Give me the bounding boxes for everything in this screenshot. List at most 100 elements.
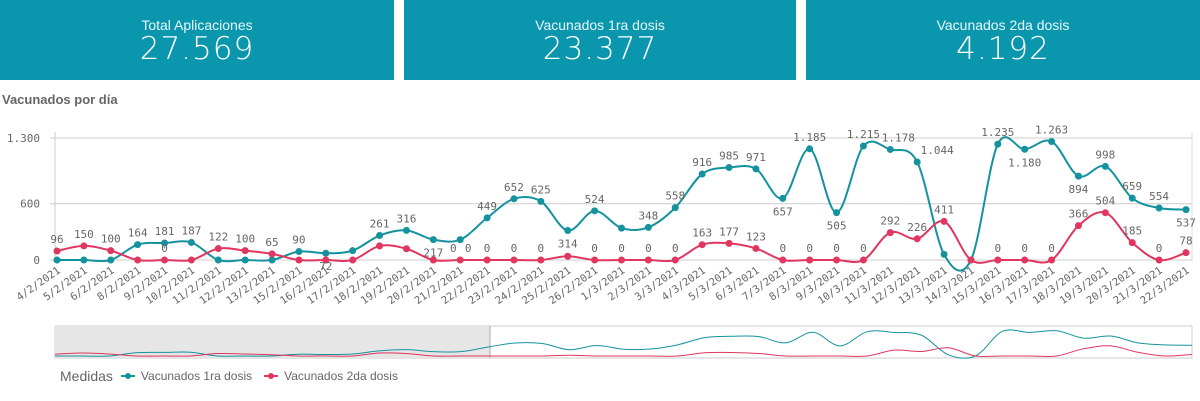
data-point (53, 256, 61, 264)
data-point (456, 256, 464, 264)
data-point (510, 195, 518, 203)
data-point (80, 256, 88, 264)
data-point (886, 145, 894, 153)
data-label: 96 (50, 233, 63, 246)
data-point (591, 256, 599, 264)
kpi-vacunados-2da: Vacunados 2da dosis 4.192 (806, 0, 1200, 80)
data-point (241, 247, 249, 255)
data-label: 0 (450, 242, 457, 255)
data-point (80, 242, 88, 250)
data-point (859, 256, 867, 264)
data-point (564, 252, 572, 260)
data-label: 411 (934, 203, 954, 216)
data-label: 894 (1069, 183, 1089, 196)
data-label: 181 (155, 225, 175, 238)
data-label: 314 (558, 238, 578, 251)
y-tick-label: 600 (20, 198, 40, 211)
data-point (618, 224, 625, 232)
data-point (322, 256, 330, 264)
data-point (725, 239, 733, 247)
data-point (779, 194, 787, 202)
data-label: 0 (1021, 242, 1028, 255)
data-point (483, 256, 491, 264)
series1-marker-icon (120, 372, 135, 380)
navigator-line-1 (55, 329, 1193, 359)
data-point (725, 164, 733, 172)
data-label: 0 (833, 242, 840, 255)
data-point (241, 256, 249, 264)
data-point (806, 145, 814, 153)
data-label: 1.215 (847, 128, 880, 141)
data-point (456, 236, 464, 244)
data-point (752, 244, 760, 252)
data-point (913, 158, 921, 166)
data-label: 659 (1122, 180, 1142, 193)
data-point (402, 245, 410, 253)
data-label: 0 (1048, 242, 1055, 255)
data-label: 1.185 (793, 131, 826, 144)
data-point (644, 256, 652, 264)
data-label: 0 (645, 242, 652, 255)
data-label: 998 (1095, 148, 1115, 161)
data-label: 0 (672, 242, 679, 255)
data-point (187, 238, 195, 246)
kpi-value: 27.569 (139, 31, 255, 67)
data-label: 0 (618, 242, 625, 255)
data-label: 226 (907, 221, 927, 234)
data-point (214, 245, 222, 253)
data-point (429, 236, 437, 244)
data-point (1074, 222, 1082, 230)
data-label: 0 (806, 242, 813, 255)
data-point (698, 170, 706, 178)
data-label: 217 (423, 247, 443, 260)
data-point (295, 256, 303, 264)
data-label: 90 (292, 234, 305, 247)
data-label: 504 (1095, 195, 1115, 208)
data-point (429, 256, 437, 264)
data-point (886, 229, 894, 237)
data-point (994, 140, 1002, 148)
data-label: 261 (370, 218, 390, 231)
data-point (1182, 206, 1190, 214)
data-point (833, 209, 841, 217)
kpi-vacunados-1ra: Vacunados 1ra dosis 23.377 (404, 0, 796, 80)
data-point (483, 214, 491, 222)
data-label: 150 (74, 228, 94, 241)
data-point (107, 256, 115, 264)
data-point (376, 242, 384, 250)
data-label: 0 (538, 242, 545, 255)
data-point (698, 241, 706, 249)
data-point (1128, 194, 1136, 202)
legend-series1[interactable]: Vacunados 1ra dosis (140, 369, 253, 383)
data-label: 657 (773, 205, 793, 218)
data-label: 0 (860, 242, 867, 255)
data-label: 0 (465, 242, 472, 255)
data-point (268, 250, 276, 258)
kpi-label: Total Aplicaciones (141, 17, 253, 33)
data-label: 316 (397, 212, 417, 225)
data-point (107, 247, 115, 255)
data-label: 1.263 (1035, 123, 1068, 136)
data-point (161, 256, 169, 264)
data-label: 449 (477, 200, 497, 213)
data-point (591, 207, 599, 215)
data-label: 0 (511, 242, 518, 255)
data-label: 0 (161, 242, 168, 255)
legend-title: Medidas (60, 368, 113, 384)
kpi-value: 4.192 (956, 31, 1050, 67)
data-label: 971 (746, 151, 766, 164)
data-point (618, 256, 625, 264)
data-point (268, 256, 276, 264)
chart-title: Vacunados por día (2, 92, 118, 107)
data-label: 1.044 (921, 144, 954, 157)
y-tick-label: 0 (33, 254, 40, 267)
data-point (671, 256, 679, 264)
data-point (1101, 162, 1109, 170)
data-point (994, 256, 1002, 264)
data-label: 163 (692, 227, 712, 240)
data-label: 558 (665, 190, 685, 203)
data-label: 185 (1122, 225, 1142, 238)
data-point (913, 235, 921, 243)
data-point (134, 256, 142, 264)
legend-series2[interactable]: Vacunados 2da dosis (284, 369, 398, 383)
